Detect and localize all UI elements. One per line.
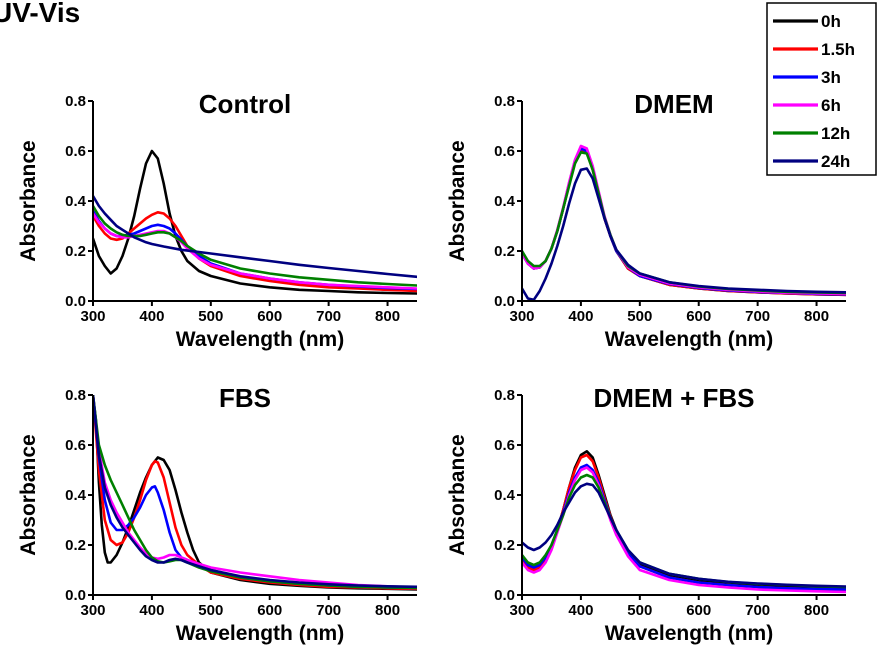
x-axis-label: Wavelength (nm) bbox=[605, 328, 773, 351]
x-tick-label: 400 bbox=[568, 602, 593, 619]
series-line-1-5h bbox=[93, 395, 417, 591]
series-line-6h bbox=[93, 395, 417, 589]
series-line-24h bbox=[93, 194, 417, 279]
x-tick-label: 800 bbox=[375, 602, 400, 619]
legend-entry-12h: 12h bbox=[773, 124, 850, 143]
x-tick-label: 500 bbox=[627, 602, 652, 619]
x-tick-label: 300 bbox=[509, 602, 534, 619]
y-tick-label: 0.4 bbox=[494, 487, 516, 504]
x-tick-label: 800 bbox=[375, 308, 400, 325]
y-tick-label: 0.2 bbox=[65, 537, 86, 554]
panel-fbs: 300 400 500 600 700 800 0.0 0.2 0.4 0.6 0.8 FBS Wave… bbox=[17, 383, 417, 645]
legend-entry-3h: 3h bbox=[773, 68, 841, 87]
legend-entry-6h: 6h bbox=[773, 96, 841, 115]
x-tick-label: 700 bbox=[745, 602, 770, 619]
x-axis-label: Wavelength (nm) bbox=[605, 622, 773, 645]
y-tick-label: 0.6 bbox=[65, 143, 86, 160]
panel-title: DMEM + FBS bbox=[593, 383, 754, 413]
series-line-0h bbox=[522, 450, 846, 590]
series-line-24h bbox=[522, 167, 846, 301]
y-tick-label: 0.8 bbox=[65, 387, 86, 404]
series-line-12h bbox=[93, 204, 417, 287]
series-line-0h bbox=[93, 149, 417, 295]
x-tick-label: 600 bbox=[257, 308, 282, 325]
legend: 0h 1.5h 3h 6h 12h 24h bbox=[766, 2, 877, 176]
series-lines bbox=[522, 144, 846, 301]
panel-title: DMEM bbox=[634, 89, 713, 119]
y-tick-label: 0.4 bbox=[65, 487, 87, 504]
x-tick-label: 700 bbox=[316, 308, 341, 325]
series-line-12h bbox=[522, 473, 846, 589]
y-tick-label: 0.6 bbox=[494, 437, 515, 454]
x-tick-label: 300 bbox=[509, 308, 534, 325]
x-tick-label: 600 bbox=[257, 602, 282, 619]
y-tick-label: 0.0 bbox=[494, 293, 515, 310]
y-axis-label: Absorbance bbox=[17, 140, 40, 261]
y-axis-label: Absorbance bbox=[17, 434, 40, 555]
x-tick-label: 600 bbox=[686, 308, 711, 325]
x-tick-label: 800 bbox=[804, 308, 829, 325]
y-tick-label: 0.0 bbox=[65, 293, 86, 310]
x-tick-label: 400 bbox=[568, 308, 593, 325]
x-axis-label: Wavelength (nm) bbox=[176, 622, 344, 645]
series-line-24h bbox=[93, 395, 417, 589]
legend-label: 1.5h bbox=[821, 40, 855, 59]
panel-control: 300 400 500 600 700 800 0.0 0.2 0.4 0.6 0.8 Control… bbox=[17, 89, 417, 351]
y-tick-label: 0.6 bbox=[65, 437, 86, 454]
panel-dmem: 300 400 500 600 700 800 0.0 0.2 0.4 0.6 0.8 DMEM Wav… bbox=[446, 89, 846, 351]
series-lines bbox=[93, 395, 417, 591]
x-tick-label: 400 bbox=[139, 308, 164, 325]
series-line-6h bbox=[93, 212, 417, 290]
x-tick-label: 500 bbox=[627, 308, 652, 325]
y-tick-label: 0.4 bbox=[65, 193, 87, 210]
legend-entry-1-5h: 1.5h bbox=[773, 40, 855, 59]
series-line-1-5h bbox=[93, 211, 417, 293]
x-axis-label: Wavelength (nm) bbox=[176, 328, 344, 351]
panel-title: FBS bbox=[219, 383, 271, 413]
y-axis-label: Absorbance bbox=[446, 140, 469, 261]
chart-panels: 300 400 500 600 700 800 0.0 0.2 0.4 0.6 0.8 Control… bbox=[17, 89, 846, 645]
legend-entry-24h: 24h bbox=[773, 152, 850, 171]
series-line-1-5h bbox=[522, 453, 846, 592]
y-tick-label: 0.8 bbox=[494, 93, 515, 110]
y-tick-label: 0.8 bbox=[65, 93, 86, 110]
series-lines bbox=[522, 450, 846, 594]
y-tick-label: 0.8 bbox=[494, 387, 515, 404]
x-tick-label: 400 bbox=[139, 602, 164, 619]
x-tick-label: 300 bbox=[80, 308, 105, 325]
legend-label: 6h bbox=[821, 96, 841, 115]
legend-label: 3h bbox=[821, 68, 841, 87]
legend-label: 24h bbox=[821, 152, 850, 171]
y-tick-label: 0.0 bbox=[65, 587, 86, 604]
y-tick-label: 0.0 bbox=[494, 587, 515, 604]
y-tick-label: 0.2 bbox=[65, 243, 86, 260]
series-lines bbox=[93, 149, 417, 295]
x-tick-label: 500 bbox=[198, 602, 223, 619]
y-tick-label: 0.4 bbox=[494, 193, 516, 210]
y-tick-label: 0.2 bbox=[494, 243, 515, 260]
x-tick-label: 700 bbox=[316, 602, 341, 619]
panel-title: Control bbox=[199, 89, 291, 119]
figure-title: UV-Vis bbox=[0, 0, 80, 28]
y-tick-label: 0.6 bbox=[494, 143, 515, 160]
legend-label: 0h bbox=[821, 12, 841, 31]
legend-entry-0h: 0h bbox=[773, 12, 841, 31]
x-tick-label: 800 bbox=[804, 602, 829, 619]
x-tick-label: 300 bbox=[80, 602, 105, 619]
x-tick-label: 700 bbox=[745, 308, 770, 325]
legend-label: 12h bbox=[821, 124, 850, 143]
series-line-6h bbox=[522, 466, 846, 594]
series-line-24h bbox=[522, 482, 846, 588]
legend-box bbox=[766, 2, 877, 176]
x-tick-label: 500 bbox=[198, 308, 223, 325]
y-axis-label: Absorbance bbox=[446, 434, 469, 555]
panel-dmem-fbs: 300 400 500 600 700 800 0.0 0.2 0.4 0.6 0.8 DMEM + … bbox=[446, 383, 846, 645]
y-tick-label: 0.2 bbox=[494, 537, 515, 554]
x-tick-label: 600 bbox=[686, 602, 711, 619]
